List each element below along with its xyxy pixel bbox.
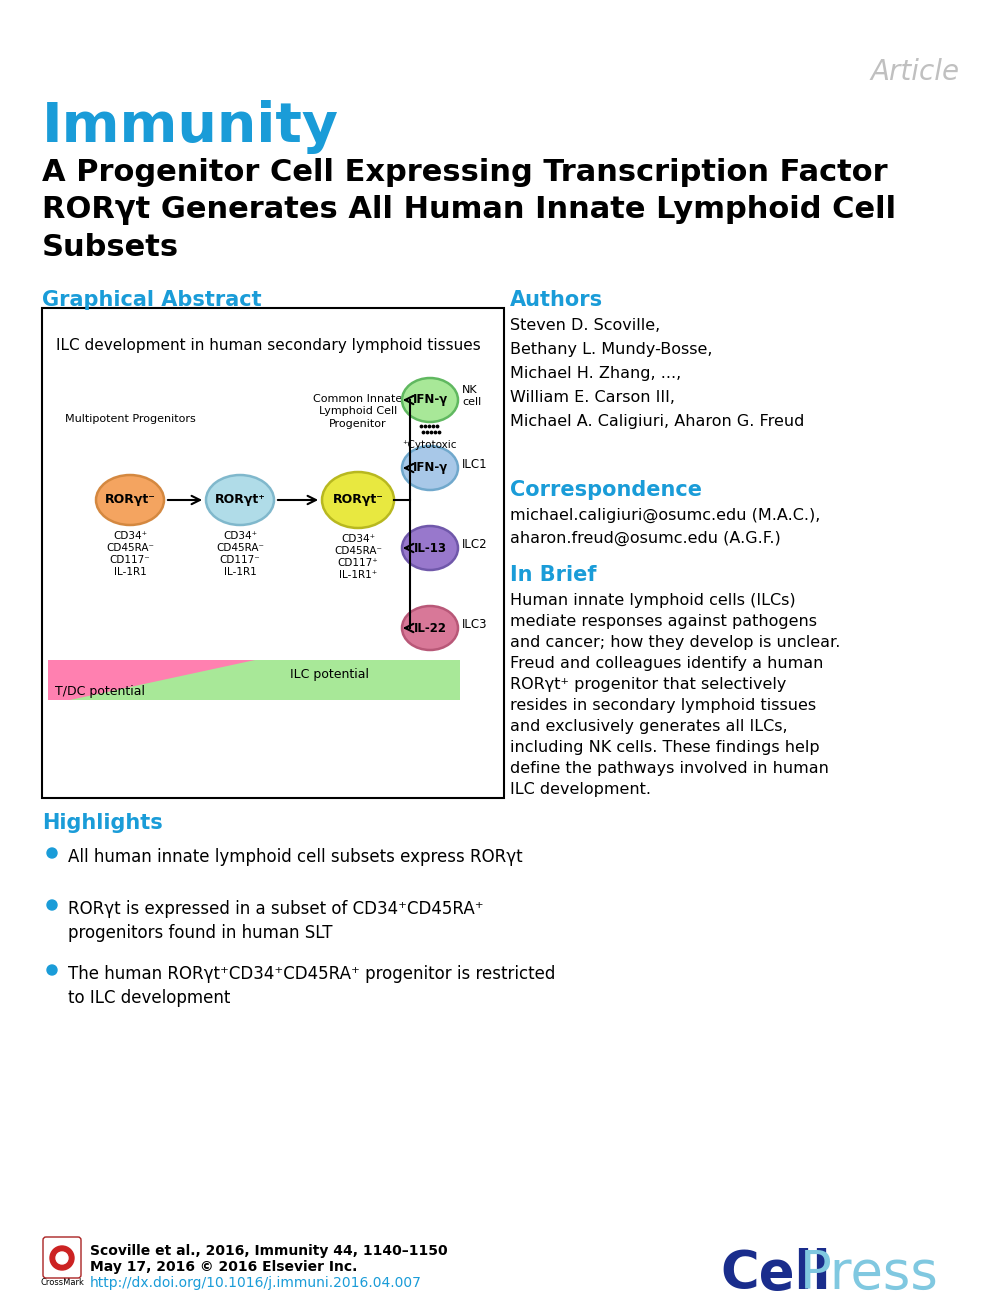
Text: ILC1: ILC1 [462, 458, 487, 471]
Text: Immunity: Immunity [42, 100, 339, 154]
Bar [42, 308, 504, 797]
Circle shape [56, 1251, 68, 1265]
Text: ⁺Cytotoxic: ⁺Cytotoxic [403, 440, 457, 450]
Text: ILC potential: ILC potential [290, 668, 370, 681]
Text: Authors: Authors [510, 290, 603, 311]
Text: T/DC potential: T/DC potential [55, 685, 145, 698]
Ellipse shape [322, 472, 394, 529]
Text: Correspondence: Correspondence [510, 480, 702, 500]
Polygon shape [48, 660, 255, 699]
Ellipse shape [402, 606, 458, 650]
Text: CrossMark: CrossMark [40, 1278, 84, 1287]
Text: CD34⁺
CD45RA⁻
CD117⁺
IL-1R1⁺: CD34⁺ CD45RA⁻ CD117⁺ IL-1R1⁺ [334, 534, 382, 579]
Text: Steven D. Scoville,
Bethany L. Mundy-Bosse,
Michael H. Zhang, ...,
William E. Ca: Steven D. Scoville, Bethany L. Mundy-Bos… [510, 318, 804, 429]
Ellipse shape [402, 526, 458, 570]
Text: RORγt⁻: RORγt⁻ [105, 493, 156, 506]
Polygon shape [48, 660, 460, 699]
Text: A Progenitor Cell Expressing Transcription Factor
RORγt Generates All Human Inna: A Progenitor Cell Expressing Transcripti… [42, 158, 896, 262]
Text: Cell: Cell [720, 1248, 830, 1300]
Text: RORγt⁺: RORγt⁺ [214, 493, 265, 506]
FancyBboxPatch shape [43, 1237, 81, 1278]
Text: RORγt is expressed in a subset of CD34⁺CD45RA⁺
progenitors found in human SLT: RORγt is expressed in a subset of CD34⁺C… [68, 900, 483, 942]
Ellipse shape [206, 475, 274, 525]
Text: michael.caligiuri@osumc.edu (M.A.C.),
aharon.freud@osumc.edu (A.G.F.): michael.caligiuri@osumc.edu (M.A.C.), ah… [510, 508, 820, 545]
Circle shape [47, 900, 57, 910]
Text: IL-22: IL-22 [413, 621, 446, 634]
Circle shape [47, 848, 57, 857]
Text: Multipotent Progenitors: Multipotent Progenitors [64, 414, 195, 424]
Text: The human RORγt⁺CD34⁺CD45RA⁺ progenitor is restricted
to ILC development: The human RORγt⁺CD34⁺CD45RA⁺ progenitor … [68, 964, 556, 1007]
Ellipse shape [402, 446, 458, 489]
Text: IFN-γ: IFN-γ [412, 462, 447, 475]
Text: In Brief: In Brief [510, 565, 597, 585]
Text: ILC development in human secondary lymphoid tissues: ILC development in human secondary lymph… [56, 338, 480, 352]
Text: CD34⁺
CD45RA⁻
CD117⁻
IL-1R1: CD34⁺ CD45RA⁻ CD117⁻ IL-1R1 [106, 531, 154, 577]
Text: All human innate lymphoid cell subsets express RORγt: All human innate lymphoid cell subsets e… [68, 848, 523, 867]
Text: NK
cell: NK cell [462, 385, 481, 407]
Text: Common Innate
Lymphoid Cell
Progenitor: Common Innate Lymphoid Cell Progenitor [314, 394, 403, 429]
Circle shape [50, 1246, 74, 1270]
Text: Human innate lymphoid cells (ILCs)
mediate responses against pathogens
and cance: Human innate lymphoid cells (ILCs) media… [510, 592, 840, 797]
Text: IFN-γ: IFN-γ [412, 394, 447, 406]
Text: RORγt⁻: RORγt⁻ [333, 493, 384, 506]
Ellipse shape [402, 378, 458, 422]
Text: ILC2: ILC2 [462, 538, 487, 551]
Text: IL-13: IL-13 [413, 542, 446, 555]
Circle shape [47, 964, 57, 975]
Text: Article: Article [871, 57, 960, 86]
Text: http://dx.doi.org/10.1016/j.immuni.2016.04.007: http://dx.doi.org/10.1016/j.immuni.2016.… [90, 1276, 422, 1291]
Ellipse shape [96, 475, 164, 525]
Text: May 17, 2016 © 2016 Elsevier Inc.: May 17, 2016 © 2016 Elsevier Inc. [90, 1261, 358, 1274]
Text: Highlights: Highlights [42, 813, 163, 833]
Text: Scoville et al., 2016, Immunity 44, 1140–1150: Scoville et al., 2016, Immunity 44, 1140… [90, 1244, 447, 1258]
Text: Press: Press [800, 1248, 939, 1300]
Text: ILC3: ILC3 [462, 617, 487, 630]
Text: CD34⁺
CD45RA⁻
CD117⁻
IL-1R1: CD34⁺ CD45RA⁻ CD117⁻ IL-1R1 [216, 531, 264, 577]
Text: Graphical Abstract: Graphical Abstract [42, 290, 261, 311]
